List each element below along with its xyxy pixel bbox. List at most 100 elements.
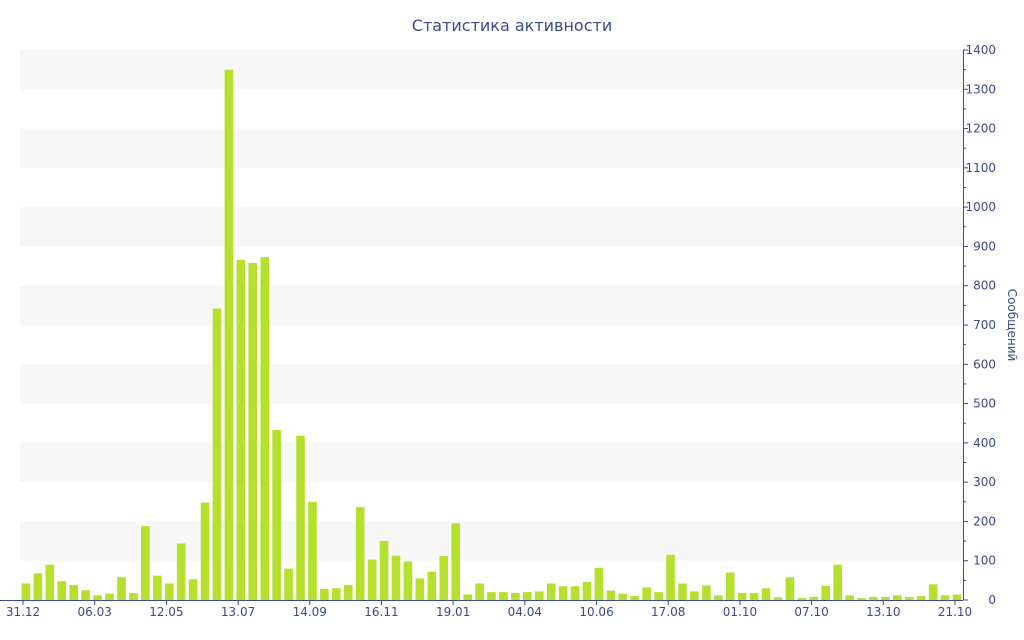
bar (236, 259, 246, 600)
bar (904, 596, 914, 600)
bar (606, 590, 616, 600)
bar (618, 593, 628, 600)
chart-title: Статистика активности (412, 16, 612, 35)
y-axis-title: Сообщений (1005, 289, 1019, 362)
bar (499, 592, 508, 600)
y-tick-label: 1400 (965, 43, 996, 57)
bar (379, 541, 389, 600)
bar (176, 543, 186, 600)
bar (224, 69, 234, 600)
bar (105, 593, 114, 600)
grid-band (20, 364, 963, 404)
bar (93, 595, 102, 600)
y-tick-label: 600 (973, 357, 996, 371)
bar (511, 592, 520, 600)
bar (928, 584, 938, 600)
bar (570, 586, 580, 600)
bar (403, 561, 413, 600)
bar (702, 585, 711, 600)
bar (21, 583, 31, 600)
grid-band (20, 442, 963, 483)
bar (630, 596, 640, 600)
bar (475, 583, 484, 600)
bar (546, 583, 556, 600)
bar (308, 501, 317, 600)
y-tick-label: 1200 (965, 122, 996, 136)
bar (248, 262, 258, 600)
x-tick-label: 06.03 (78, 605, 112, 619)
bar (415, 578, 425, 600)
bar (654, 592, 663, 600)
bar (821, 585, 831, 600)
bar (761, 588, 771, 600)
bar (439, 556, 449, 600)
x-tick-label: 21.10 (938, 605, 972, 619)
grid-band (20, 207, 963, 247)
bar (463, 594, 472, 600)
bar (320, 589, 329, 600)
y-tick-label: 700 (973, 318, 996, 332)
bar (164, 583, 174, 600)
x-tick-label: 17.08 (651, 605, 685, 619)
bar (212, 308, 222, 600)
x-tick-label: 07.10 (794, 605, 828, 619)
bar (749, 592, 759, 600)
bar (355, 506, 365, 600)
y-axis: 0 100 200 300 400 500 600 700 800 900 1000 1100 1200… (963, 43, 996, 607)
y-tick-label: 100 (973, 554, 996, 568)
bar (296, 435, 305, 600)
x-tick-label: 14.09 (293, 605, 327, 619)
bar (57, 581, 67, 600)
bar (666, 554, 675, 600)
bar (534, 591, 544, 600)
x-tick-label: 31.12 (6, 605, 40, 619)
x-tick-label: 01.10 (723, 605, 757, 619)
y-tick-label: 400 (973, 436, 996, 450)
x-axis: 31.12 06.03 12.05 13.07 14.09 16.11 19.01 04.04… (0, 600, 972, 619)
bar (594, 567, 604, 600)
bar (845, 595, 854, 600)
bar-series (21, 69, 962, 600)
bar (81, 590, 90, 600)
y-tick-label: 800 (973, 279, 996, 293)
bar (284, 568, 293, 600)
y-tick-label: 1300 (965, 82, 996, 96)
bar (773, 597, 783, 600)
bar (558, 586, 568, 600)
bar (678, 583, 687, 600)
bar (582, 581, 592, 600)
x-tick-label: 12.05 (149, 605, 183, 619)
bar (141, 526, 150, 600)
y-tick-label: 0 (988, 593, 996, 607)
x-tick-label: 10.06 (579, 605, 613, 619)
x-tick-label: 13.10 (866, 605, 900, 619)
bar (725, 572, 735, 600)
x-tick-label: 04.04 (508, 605, 542, 619)
bar (857, 598, 866, 600)
bar (427, 571, 437, 600)
bar (881, 596, 890, 600)
bar (451, 523, 460, 600)
bar (737, 592, 747, 600)
bar (940, 595, 950, 600)
bar (642, 587, 651, 600)
y-tick-label: 1000 (965, 200, 996, 214)
bar (809, 596, 819, 600)
bar (272, 429, 281, 600)
y-tick-label: 900 (973, 239, 996, 253)
bar (332, 588, 341, 600)
bar (260, 257, 269, 600)
bar (523, 592, 532, 600)
y-tick-label: 200 (973, 514, 996, 528)
bar (893, 595, 902, 600)
bar (952, 594, 962, 600)
grid-band (20, 128, 963, 168)
grid-bands (20, 50, 963, 561)
bar (714, 595, 723, 600)
bar (129, 592, 138, 600)
x-tick-label: 16.11 (364, 605, 398, 619)
bar (367, 559, 377, 600)
bar (69, 585, 79, 600)
x-tick-label: 13.07 (221, 605, 255, 619)
